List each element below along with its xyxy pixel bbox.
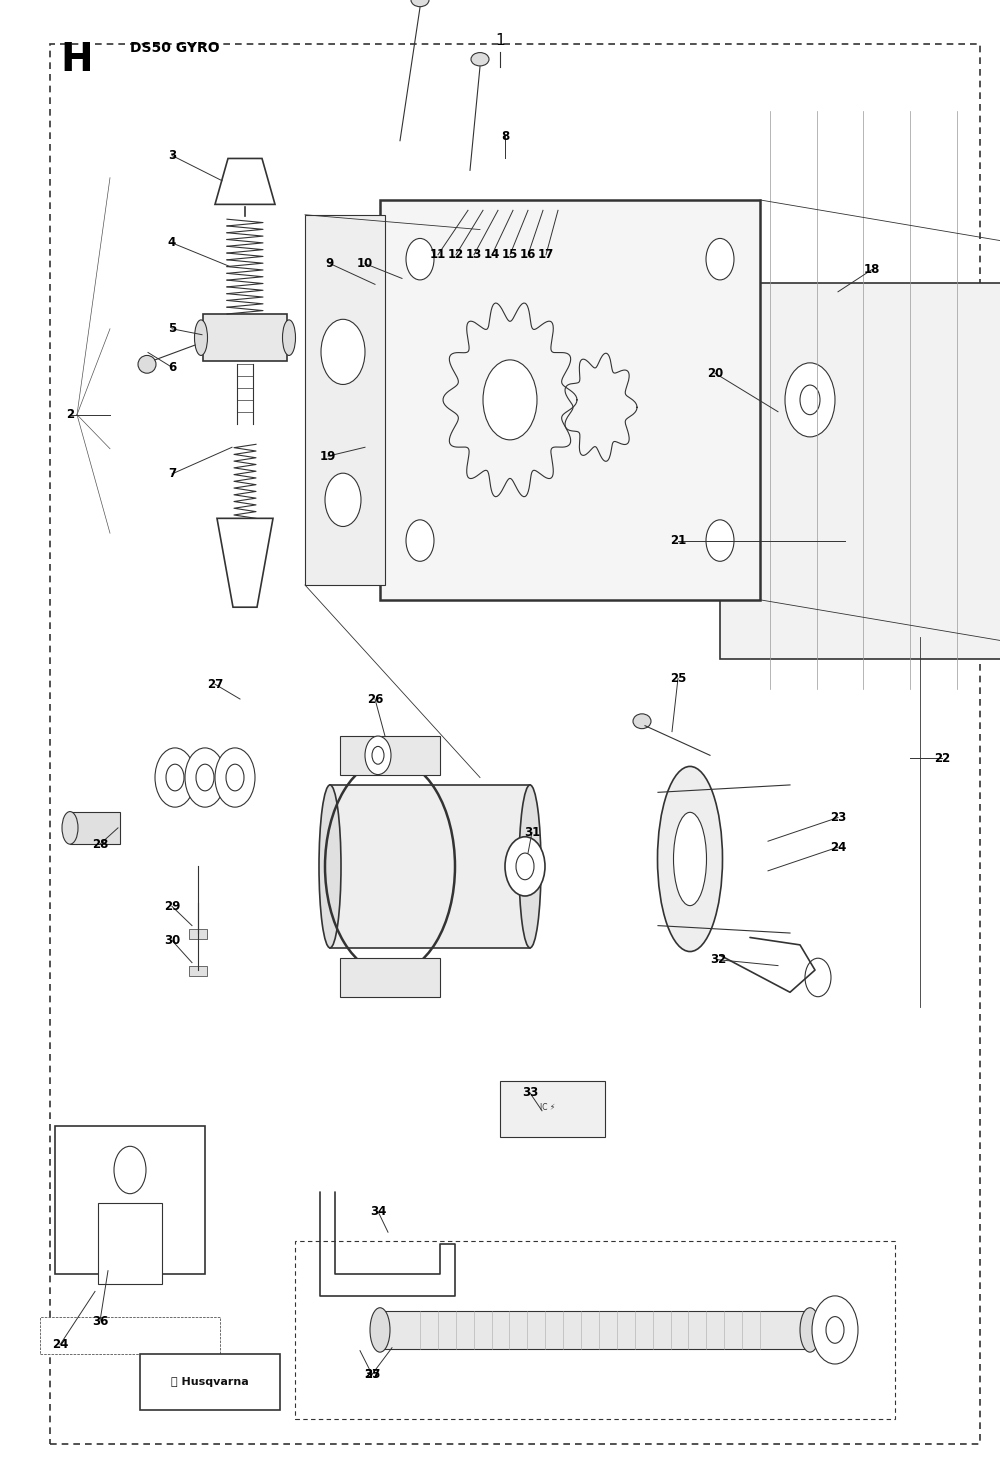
Text: 2: 2 (66, 409, 74, 421)
Text: 15: 15 (502, 249, 518, 261)
Text: 13: 13 (466, 249, 482, 261)
Ellipse shape (471, 52, 489, 65)
Text: 18: 18 (864, 264, 880, 275)
Text: 4: 4 (168, 237, 176, 249)
Bar (295, 1241, 895, 1419)
Text: 34: 34 (370, 1206, 386, 1217)
Circle shape (321, 320, 365, 385)
Text: 32: 32 (710, 954, 726, 966)
Circle shape (483, 360, 537, 440)
Ellipse shape (283, 320, 296, 355)
Circle shape (365, 736, 391, 775)
Text: 22: 22 (934, 752, 950, 764)
Ellipse shape (411, 0, 429, 6)
Text: 16: 16 (520, 249, 536, 261)
Text: 28: 28 (92, 838, 108, 850)
Circle shape (114, 1146, 146, 1194)
Bar (380, 200, 760, 600)
Text: 10: 10 (357, 258, 373, 270)
Text: 8: 8 (501, 130, 509, 142)
Text: Ⓡ Husqvarna: Ⓡ Husqvarna (171, 1377, 249, 1386)
Bar (140, 1354, 280, 1410)
Ellipse shape (370, 1308, 390, 1352)
Text: 26: 26 (367, 693, 383, 705)
Text: 17: 17 (538, 249, 554, 261)
Text: 9: 9 (326, 258, 334, 270)
Circle shape (196, 764, 214, 791)
Text: 19: 19 (320, 450, 336, 462)
Text: 6: 6 (168, 361, 176, 373)
Ellipse shape (62, 812, 78, 844)
Text: 5: 5 (168, 323, 176, 335)
Circle shape (800, 385, 820, 415)
Polygon shape (215, 158, 275, 204)
Bar (720, 283, 1000, 659)
Circle shape (155, 748, 195, 807)
Bar (70, 812, 120, 844)
Circle shape (785, 363, 835, 437)
Text: 21: 21 (670, 535, 686, 546)
Ellipse shape (138, 355, 156, 373)
Circle shape (406, 520, 434, 561)
Text: 33: 33 (522, 1087, 538, 1099)
Text: H: H (60, 41, 93, 80)
Circle shape (215, 748, 255, 807)
Circle shape (166, 764, 184, 791)
Circle shape (372, 746, 384, 764)
Circle shape (826, 1317, 844, 1343)
Ellipse shape (319, 785, 341, 948)
Circle shape (805, 958, 831, 997)
Ellipse shape (194, 320, 208, 355)
Circle shape (516, 853, 534, 880)
Text: 29: 29 (164, 900, 180, 912)
Circle shape (226, 764, 244, 791)
Ellipse shape (519, 785, 541, 948)
Bar (98, 1203, 162, 1284)
Text: 24: 24 (830, 841, 846, 853)
Circle shape (706, 520, 734, 561)
Text: 25: 25 (670, 672, 686, 684)
Text: 35: 35 (364, 1368, 380, 1380)
Text: 23: 23 (830, 812, 846, 823)
Ellipse shape (658, 767, 722, 952)
Polygon shape (217, 518, 273, 607)
Bar (189, 929, 207, 939)
Bar (330, 785, 530, 948)
Text: 31: 31 (524, 826, 540, 838)
Text: 11: 11 (430, 249, 446, 261)
Bar (340, 736, 440, 775)
Text: 14: 14 (484, 249, 500, 261)
Bar (189, 966, 207, 976)
Bar (500, 1081, 605, 1137)
Text: 36: 36 (92, 1315, 108, 1327)
Text: 24: 24 (52, 1339, 68, 1351)
Text: 20: 20 (707, 367, 723, 379)
Text: 27: 27 (364, 1368, 380, 1380)
Bar (340, 958, 440, 997)
Circle shape (325, 472, 361, 526)
Circle shape (812, 1296, 858, 1364)
Text: 12: 12 (448, 249, 464, 261)
Bar (40, 1317, 220, 1354)
Text: 1: 1 (495, 33, 505, 47)
Text: DS50 GYRO: DS50 GYRO (130, 41, 220, 55)
Text: 30: 30 (164, 935, 180, 946)
Text: 3: 3 (168, 150, 176, 161)
Bar (203, 314, 287, 361)
Text: 7: 7 (168, 468, 176, 480)
Circle shape (185, 748, 225, 807)
Ellipse shape (800, 1308, 820, 1352)
Bar (305, 215, 385, 585)
Bar (380, 1311, 810, 1349)
Circle shape (505, 837, 545, 896)
Ellipse shape (674, 812, 706, 905)
Text: 27: 27 (207, 678, 223, 690)
Circle shape (706, 238, 734, 280)
Ellipse shape (633, 714, 651, 729)
Bar (55, 1126, 205, 1274)
Circle shape (406, 238, 434, 280)
Text: IC ⚡: IC ⚡ (540, 1103, 556, 1112)
